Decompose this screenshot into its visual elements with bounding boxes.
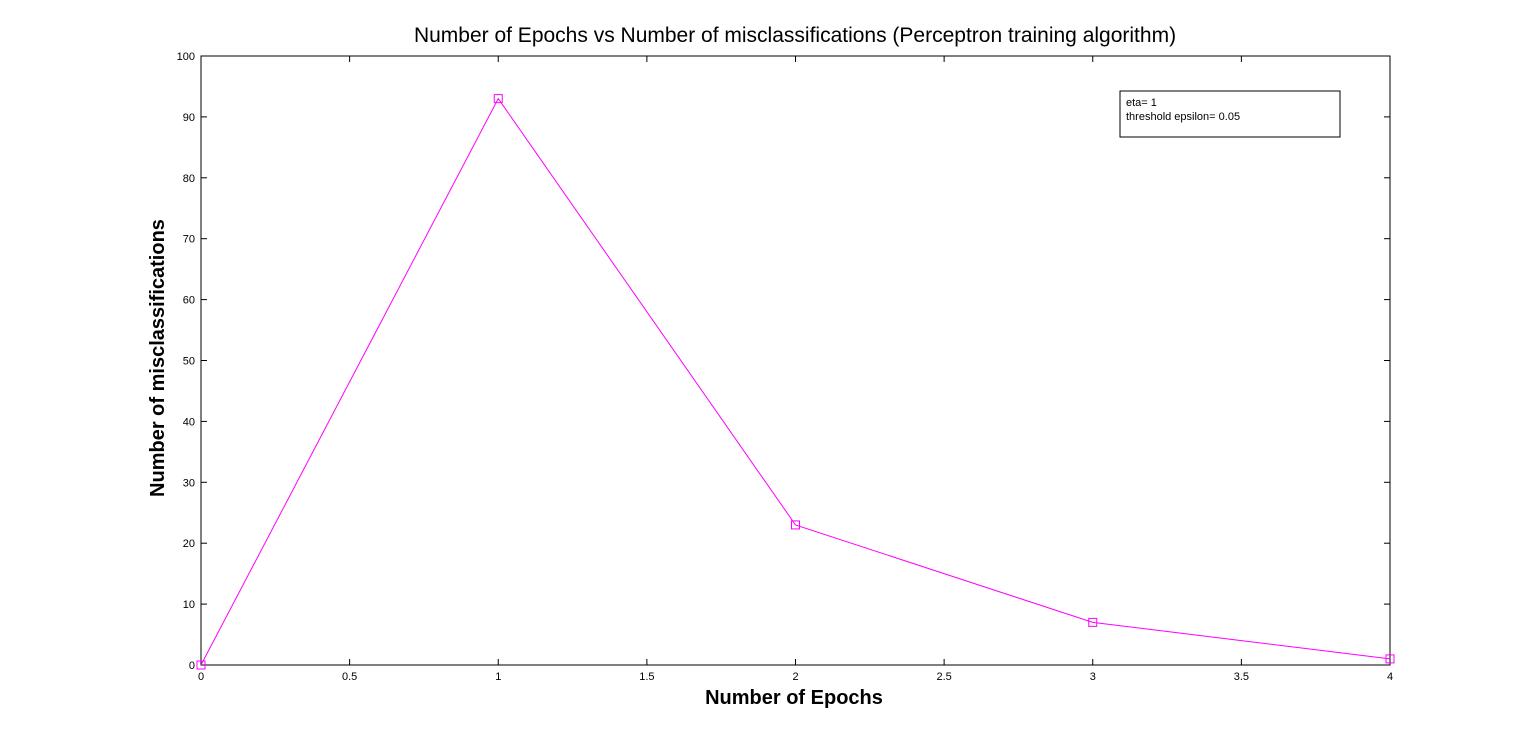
y-tick-label: 90 — [183, 112, 195, 124]
x-axis: 0 0.5 1 1.5 2 2.5 3 3.5 4 — [198, 56, 1393, 683]
legend: eta= 1 threshold epsilon= 0.05 — [1119, 90, 1341, 138]
y-tick-label: 40 — [183, 416, 195, 428]
series-layer — [196, 94, 1395, 670]
y-tick-label: 70 — [183, 234, 195, 246]
y-tick-label: 60 — [183, 295, 195, 307]
data-point-marker — [196, 660, 206, 670]
legend-line-eta: eta= 1 — [1126, 97, 1157, 109]
data-point-marker — [493, 94, 503, 104]
y-tick-label: 0 — [189, 660, 195, 672]
data-point-marker — [1088, 617, 1098, 627]
x-tick-label: 2.5 — [936, 671, 951, 683]
legend-box — [1119, 90, 1341, 138]
y-tick-label: 30 — [183, 477, 195, 489]
x-tick-label: 4 — [1387, 671, 1393, 683]
x-tick-label: 0 — [198, 671, 204, 683]
y-tick-label: 50 — [183, 356, 195, 368]
x-tick-label: 3 — [1090, 671, 1096, 683]
chart-title: Number of Epochs vs Number of misclassif… — [414, 24, 1176, 47]
y-tick-label: 100 — [177, 51, 195, 63]
plot-area — [200, 55, 1391, 666]
y-tick-label: 80 — [183, 173, 195, 185]
plot-frame — [200, 55, 1391, 666]
data-point-marker — [1385, 654, 1395, 664]
y-axis: 0 10 20 30 40 50 60 70 80 90 100 — [177, 51, 1390, 672]
x-tick-label: 1.5 — [639, 671, 654, 683]
legend-line-threshold: threshold epsilon= 0.05 — [1126, 111, 1240, 123]
series-line — [200, 97, 1391, 666]
y-tick-label: 10 — [183, 599, 195, 611]
x-tick-label: 2 — [792, 671, 798, 683]
y-tick-label: 20 — [183, 538, 195, 550]
x-tick-label: 1 — [495, 671, 501, 683]
x-tick-label: 0.5 — [342, 671, 357, 683]
x-tick-label: 3.5 — [1234, 671, 1249, 683]
x-axis-label: Number of Epochs — [705, 687, 883, 709]
y-axis-label: Number of misclassifications — [147, 219, 169, 497]
data-point-marker — [791, 520, 800, 530]
